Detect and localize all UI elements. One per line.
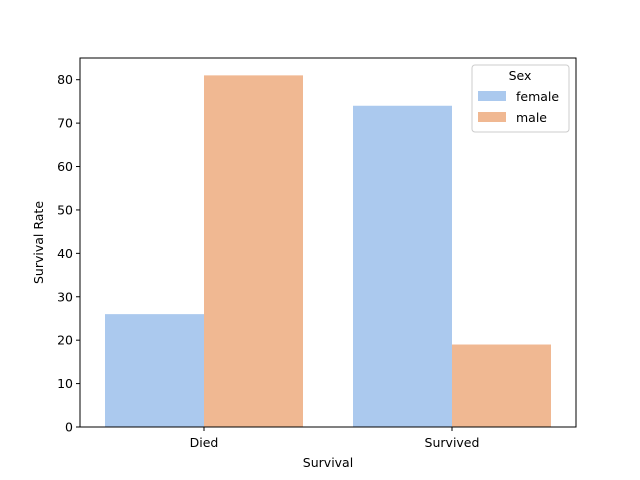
y-tick-label: 10 xyxy=(57,376,73,391)
y-tick-label: 0 xyxy=(65,420,73,435)
legend-swatch-male xyxy=(478,112,506,122)
legend-title: Sex xyxy=(509,68,532,83)
y-axis-label: Survival Rate xyxy=(31,201,46,284)
y-tick-label: 40 xyxy=(57,246,73,261)
x-tick-label: Died xyxy=(190,435,219,450)
bar-male-died xyxy=(204,75,303,427)
y-tick-label: 20 xyxy=(57,333,73,348)
y-axis: 0 10 20 30 40 50 60 70 80 xyxy=(57,72,80,435)
y-tick-label: 50 xyxy=(57,202,73,217)
y-tick-label: 80 xyxy=(57,72,73,87)
legend: Sex female male xyxy=(471,64,570,133)
plot-frame xyxy=(79,57,577,428)
legend-swatch-female xyxy=(478,91,506,101)
bar-male-survived xyxy=(452,344,551,427)
bar-female-survived xyxy=(353,105,452,428)
bars-group xyxy=(105,75,551,428)
x-axis: Died Survived xyxy=(190,427,480,450)
y-tick-label: 30 xyxy=(57,289,73,304)
y-tick-label: 70 xyxy=(57,116,73,131)
bar-female-died xyxy=(105,314,204,427)
legend-items: female male xyxy=(478,89,559,125)
x-axis-label: Survival xyxy=(303,455,353,470)
x-tick-label: Survived xyxy=(425,435,480,450)
legend-label-male: male xyxy=(516,110,547,125)
legend-label-female: female xyxy=(516,89,559,104)
y-tick-label: 60 xyxy=(57,159,73,174)
